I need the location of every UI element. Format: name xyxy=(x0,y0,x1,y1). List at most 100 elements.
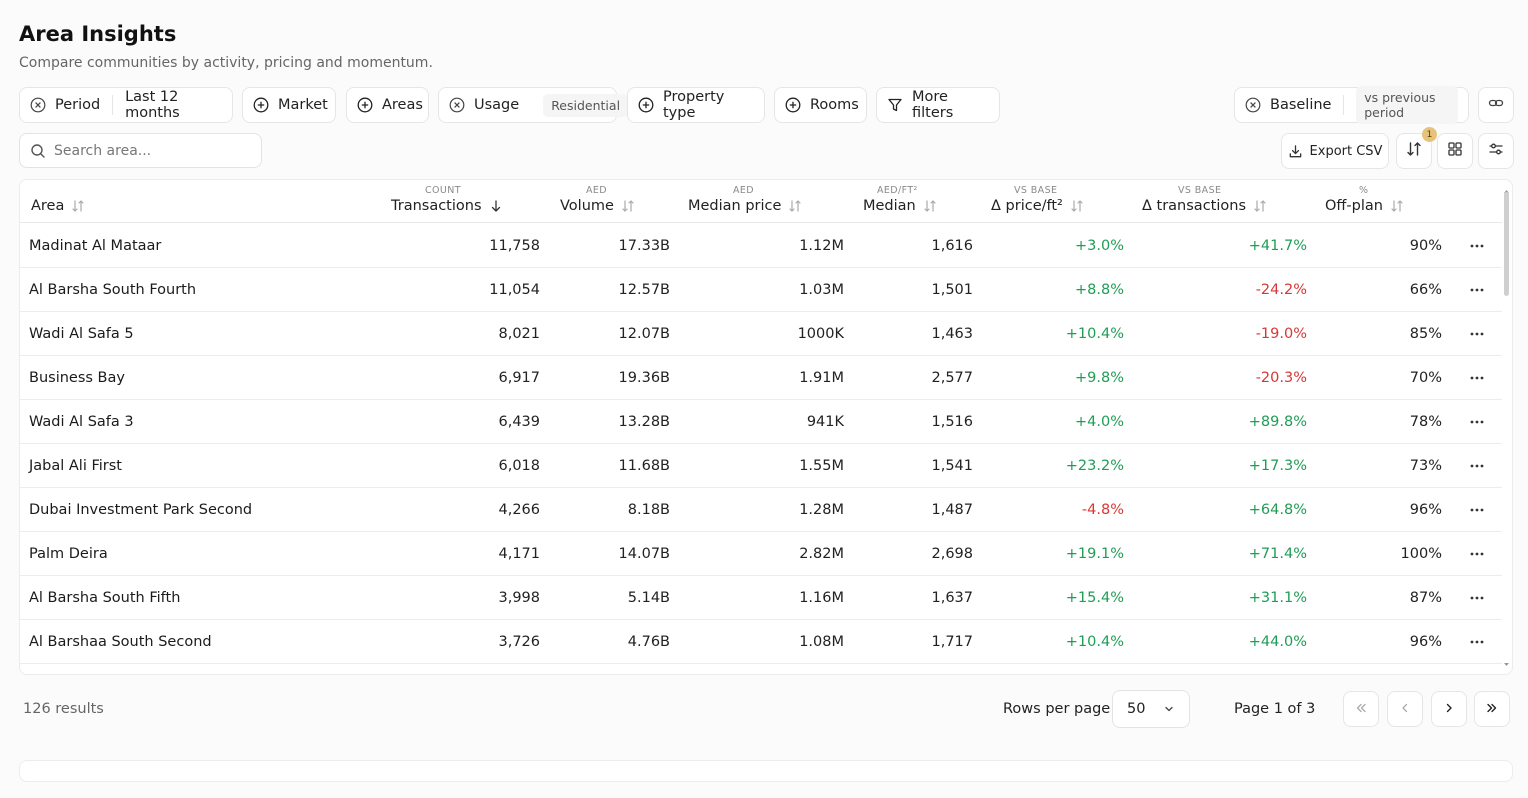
table-row[interactable]: Al Barshaa South Second 3,726 4.76B 1.08M 1,… xyxy=(20,620,1502,664)
sort-button[interactable]: 1 xyxy=(1396,127,1437,169)
more-filters-button[interactable]: More filters xyxy=(876,87,1000,123)
more-icon[interactable] xyxy=(1467,414,1487,430)
link-button[interactable] xyxy=(1478,87,1514,123)
more-icon[interactable] xyxy=(1467,502,1487,518)
column-header-delta-transactions[interactable]: VS BASE Δ transactions xyxy=(1142,180,1282,223)
more-icon[interactable] xyxy=(1467,326,1487,342)
clear-circle-icon[interactable] xyxy=(30,97,46,113)
cell-area: Jabal Ali First xyxy=(29,458,122,474)
chip-divider xyxy=(1343,95,1345,115)
table-row[interactable]: Palm Deira 4,171 14.07B 2.82M 2,698 +19.1% +71… xyxy=(20,532,1502,576)
scrollbar-thumb[interactable] xyxy=(1504,192,1509,296)
sort-desc-icon xyxy=(489,199,503,213)
column-header-off-plan[interactable]: % Off-plan xyxy=(1325,180,1425,223)
cell-d-price: +8.8% xyxy=(1075,282,1124,298)
rows-per-page-select[interactable]: 50 xyxy=(1112,690,1190,728)
cell-median-price: 2.82M xyxy=(799,546,844,562)
cell-volume: 5.14B xyxy=(627,590,670,606)
page-indicator: Page 1 of 3 xyxy=(1234,701,1316,717)
cell-transactions: 11,054 xyxy=(489,282,540,298)
search-icon xyxy=(30,143,46,159)
cell-transactions: 4,171 xyxy=(498,546,540,562)
previous-page-button[interactable] xyxy=(1387,691,1423,727)
more-icon[interactable] xyxy=(1467,590,1487,606)
more-icon[interactable] xyxy=(1467,546,1487,562)
cell-median-price: 1.16M xyxy=(799,590,844,606)
baseline-filter-chip[interactable]: Baseline vs previous period xyxy=(1234,86,1469,124)
column-caption: AED/FT² xyxy=(877,185,918,196)
column-header-median[interactable]: AED/FT² Median xyxy=(863,180,963,223)
sort-both-icon xyxy=(923,199,937,213)
column-header-transactions[interactable]: COUNT Transactions xyxy=(391,180,521,223)
period-filter-chip[interactable]: Period Last 12 months xyxy=(19,87,233,123)
export-csv-button[interactable]: Export CSV xyxy=(1281,133,1389,169)
more-icon[interactable] xyxy=(1467,282,1487,298)
cell-d-tx: -24.2% xyxy=(1255,282,1307,298)
cell-transactions: 3,998 xyxy=(498,590,540,606)
column-header-median-price[interactable]: AED Median price xyxy=(688,180,828,223)
market-filter-chip[interactable]: Market xyxy=(242,87,336,123)
property-type-filter-chip[interactable]: Property type xyxy=(627,87,765,123)
table-row[interactable]: Jabal Ali First 6,018 11.68B 1.55M 1,541 +23.… xyxy=(20,444,1502,488)
sort-count-badge: 1 xyxy=(1422,127,1437,142)
rooms-filter-chip[interactable]: Rooms xyxy=(774,87,867,123)
table-row[interactable]: Business Bay 6,917 19.36B 1.91M 2,577 +9.8% -2… xyxy=(20,356,1502,400)
cell-d-price: +19.1% xyxy=(1065,546,1124,562)
column-header-area[interactable]: Area xyxy=(31,180,171,223)
cell-d-tx: +31.1% xyxy=(1248,590,1307,606)
cell-median: 1,717 xyxy=(931,634,973,650)
clear-circle-icon[interactable] xyxy=(449,97,465,113)
cell-d-price: -4.8% xyxy=(1081,502,1124,518)
column-label: Median xyxy=(863,198,916,214)
settings-button[interactable] xyxy=(1478,133,1514,169)
cell-volume: 8.18B xyxy=(627,502,670,518)
cell-median-price: 1.03M xyxy=(799,282,844,298)
cell-volume: 4.76B xyxy=(627,634,670,650)
column-header-volume[interactable]: AED Volume xyxy=(560,180,660,223)
funnel-icon xyxy=(887,97,903,113)
cell-area: Dubai Investment Park Second xyxy=(29,502,253,518)
cell-transactions: 11,758 xyxy=(489,238,540,254)
next-page-button[interactable] xyxy=(1431,691,1467,727)
areas-filter-chip[interactable]: Areas xyxy=(346,87,429,123)
last-page-button[interactable] xyxy=(1474,691,1510,727)
column-label: Transactions xyxy=(391,198,482,214)
first-page-button[interactable] xyxy=(1343,691,1379,727)
grid-view-button[interactable] xyxy=(1437,133,1473,169)
cell-volume: 17.33B xyxy=(618,238,670,254)
table-row[interactable]: Wadi Al Safa 3 6,439 13.28B 941K 1,516 +4.0% +… xyxy=(20,400,1502,444)
column-label: Volume xyxy=(560,198,614,214)
export-csv-label: Export CSV xyxy=(1309,143,1383,159)
cell-d-tx: -20.3% xyxy=(1255,370,1307,386)
cell-median: 1,463 xyxy=(931,326,973,342)
more-icon[interactable] xyxy=(1467,634,1487,650)
table-row[interactable]: Wadi Al Safa 5 8,021 12.07B 1000K 1,463 +10.4… xyxy=(20,312,1502,356)
cell-area: Al Barshaa South Second xyxy=(29,634,212,650)
search-box[interactable] xyxy=(19,133,262,168)
table-row[interactable]: Dubai Investment Park Second 4,266 8.18B 1.… xyxy=(20,488,1502,532)
usage-filter-chip[interactable]: Usage Residential xyxy=(438,87,629,123)
clear-circle-icon[interactable] xyxy=(1245,97,1261,113)
cell-offplan: 100% xyxy=(1400,546,1442,562)
areas-filter-label: Areas xyxy=(382,97,423,113)
column-label: Δ transactions xyxy=(1142,198,1246,214)
cell-area: Wadi Al Safa 3 xyxy=(29,414,134,430)
more-icon[interactable] xyxy=(1467,458,1487,474)
table-header: Area COUNT Transactions AED xyxy=(20,180,1502,223)
cell-offplan: 78% xyxy=(1409,414,1442,430)
search-input[interactable] xyxy=(54,142,244,159)
more-icon[interactable] xyxy=(1467,238,1487,254)
usage-filter-value: Residential xyxy=(543,93,629,117)
chevrons-left-icon xyxy=(1354,700,1368,719)
column-label: Area xyxy=(31,198,65,214)
market-filter-label: Market xyxy=(278,97,328,113)
column-caption: COUNT xyxy=(425,185,461,196)
table-row[interactable]: Madinat Al Mataar 11,758 17.33B 1.12M 1,616 +… xyxy=(20,224,1502,268)
column-header-delta-price[interactable]: VS BASE Δ price/ft² xyxy=(991,180,1111,223)
cell-offplan: 96% xyxy=(1409,634,1442,650)
table-row[interactable]: Al Barsha South Fifth 3,998 5.14B 1.16M 1,63… xyxy=(20,576,1502,620)
table-row[interactable]: Al Barsha South Fourth 11,054 12.57B 1.03M 1… xyxy=(20,268,1502,312)
sort-both-icon xyxy=(71,199,85,213)
more-icon[interactable] xyxy=(1467,370,1487,386)
cell-median: 1,541 xyxy=(931,458,973,474)
